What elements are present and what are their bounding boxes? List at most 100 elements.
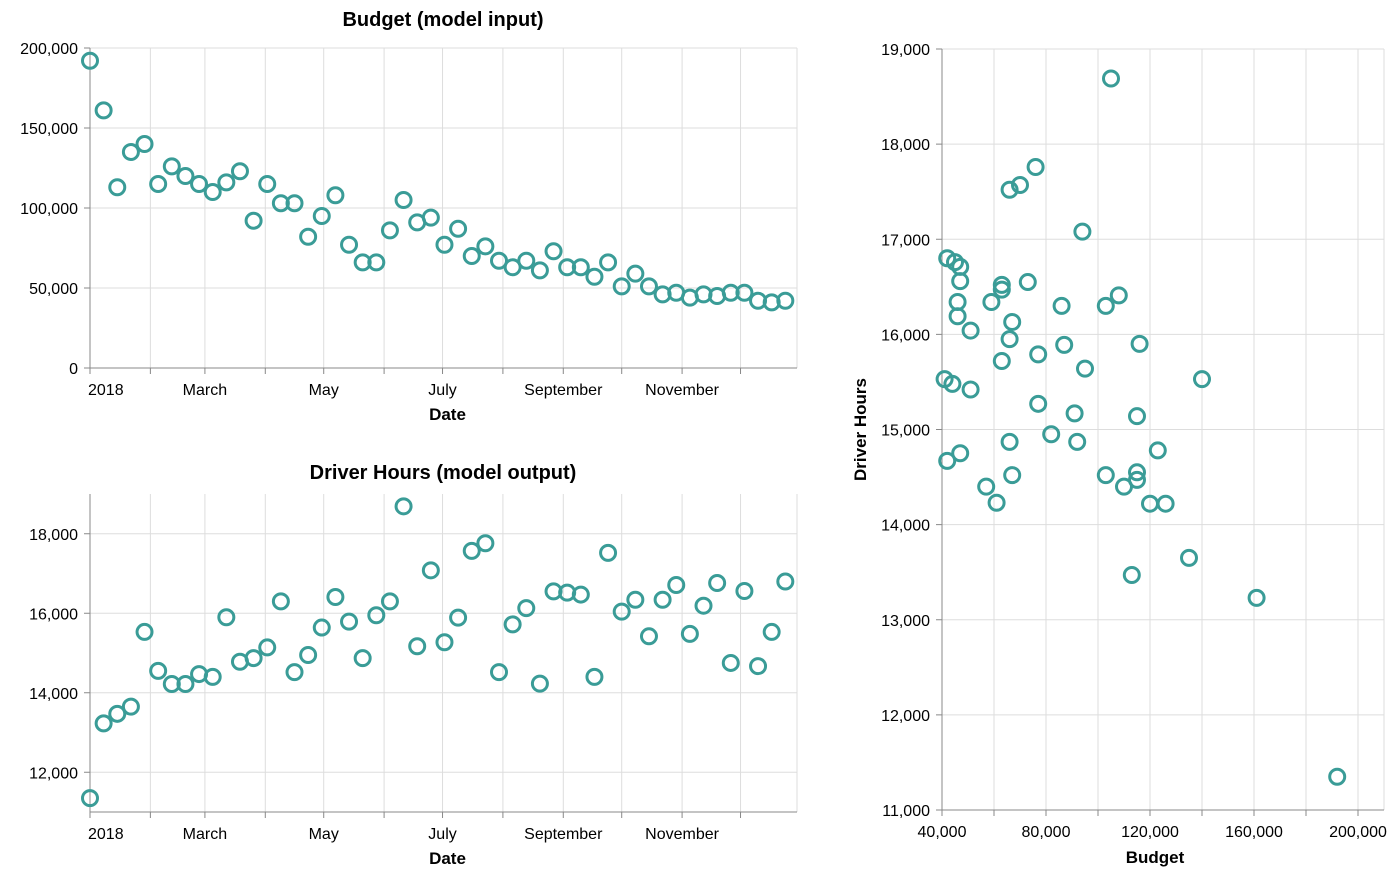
data-point — [1042, 425, 1061, 444]
data-point — [121, 143, 140, 161]
y-tick-label: 150,000 — [20, 121, 78, 138]
x-tick-label: 40,000 — [918, 824, 967, 841]
data-point — [312, 207, 331, 225]
data-point — [517, 599, 536, 618]
data-point — [639, 627, 658, 646]
y-tick-label: 15,000 — [881, 423, 930, 440]
data-point — [135, 622, 154, 641]
data-point — [230, 162, 249, 181]
data-point — [81, 51, 99, 70]
data-point — [599, 253, 618, 272]
data-point — [571, 585, 590, 604]
data-point — [326, 587, 345, 606]
data-point — [449, 219, 468, 238]
x-tick-label: May — [309, 382, 339, 399]
data-point — [585, 267, 604, 286]
data-point — [312, 618, 331, 637]
data-point — [1003, 313, 1022, 332]
data-point — [653, 590, 672, 609]
y-tick-label: 0 — [69, 361, 78, 378]
data-point — [380, 592, 399, 611]
data-point — [680, 624, 699, 643]
data-point — [1109, 286, 1128, 305]
data-point — [408, 637, 427, 656]
y-tick-label: 200,000 — [20, 41, 78, 58]
data-point — [121, 697, 140, 716]
y-tick-label: 14,000 — [881, 518, 930, 535]
data-point — [258, 638, 277, 657]
data-point — [987, 493, 1006, 512]
x-tick-label: 160,000 — [1225, 824, 1283, 841]
data-point — [299, 227, 318, 246]
data-point — [421, 208, 440, 227]
data-point — [735, 581, 754, 600]
chart-title: Driver Hours (model output) — [310, 462, 577, 484]
y-tick-label: 18,000 — [29, 527, 78, 544]
data-point — [1000, 432, 1019, 451]
y-tick-label: 12,000 — [881, 708, 930, 725]
x-tick-label: July — [428, 382, 456, 399]
time-chart-0: 0 50,000 100,000 150,000 200,000 2018 March May… — [20, 9, 798, 424]
data-point — [108, 178, 127, 197]
data-point — [1026, 157, 1045, 176]
data-point — [626, 590, 645, 609]
data-point — [244, 211, 263, 230]
data-point — [938, 249, 957, 268]
chart-title: Budget (model input) — [342, 9, 543, 31]
x-tick-label: November — [645, 382, 719, 399]
data-point — [1102, 69, 1120, 88]
data-point — [1068, 432, 1087, 451]
data-point — [353, 649, 372, 668]
data-point — [1003, 466, 1022, 485]
y-tick-label: 50,000 — [29, 281, 78, 298]
x-tick-label: March — [183, 382, 227, 399]
x-tick-label: March — [183, 826, 227, 843]
data-point — [340, 612, 359, 631]
data-point — [108, 704, 127, 723]
data-point — [490, 663, 509, 682]
data-point — [176, 167, 195, 185]
data-point — [992, 352, 1011, 371]
data-point — [435, 633, 454, 652]
data-point — [1000, 180, 1019, 199]
data-point — [935, 370, 954, 389]
data-point — [762, 622, 781, 641]
data-point — [1096, 296, 1115, 315]
data-point — [462, 541, 481, 560]
y-tick-label: 14,000 — [29, 686, 78, 703]
data-point — [462, 247, 481, 265]
data-point — [951, 444, 970, 463]
data-point — [1328, 767, 1347, 786]
data-point — [394, 191, 413, 209]
data-point — [612, 277, 631, 296]
data-point — [951, 272, 970, 291]
data-point — [476, 237, 495, 256]
x-tick-label: July — [428, 826, 456, 843]
data-point — [367, 606, 386, 625]
data-point — [149, 661, 168, 680]
data-point — [544, 242, 563, 261]
data-point — [571, 258, 590, 277]
data-point — [435, 235, 454, 254]
data-point — [948, 293, 967, 312]
x-axis-label: Date — [429, 405, 466, 424]
data-point — [1122, 566, 1141, 585]
data-point — [530, 674, 549, 693]
data-point — [203, 667, 222, 686]
data-point — [217, 608, 236, 627]
data-point — [1029, 345, 1048, 364]
data-point — [340, 235, 359, 254]
data-point — [162, 157, 181, 176]
y-tick-label: 16,000 — [881, 327, 930, 344]
data-point — [190, 175, 209, 193]
data-point — [1076, 359, 1094, 378]
data-point — [94, 101, 113, 120]
data-point — [421, 561, 440, 580]
x-axis-label: Date — [429, 849, 466, 868]
data-point — [1073, 222, 1092, 241]
data-point — [1156, 494, 1175, 513]
y-tick-label: 18,000 — [881, 137, 930, 154]
y-tick-label: 100,000 — [20, 201, 78, 218]
x-tick-label: May — [309, 826, 339, 843]
